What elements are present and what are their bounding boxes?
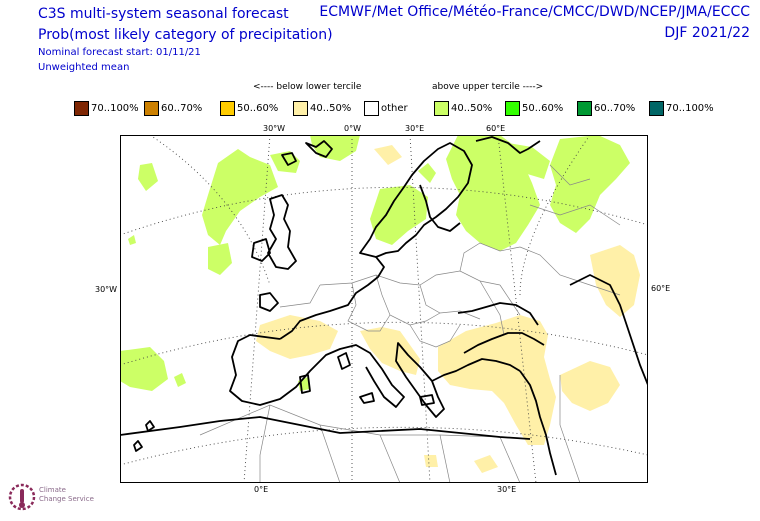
below-tercile-40-50-areas (256, 145, 640, 473)
legend-label: 70..100% (666, 102, 714, 114)
legend-item: 40..50% (434, 100, 492, 116)
legend-item: other (364, 100, 408, 116)
graticule (120, 135, 648, 483)
legend-swatch (74, 100, 89, 116)
top-tick-label: 60°E (486, 124, 506, 133)
below-tercile-label: <---- below lower tercile (253, 82, 362, 92)
legend-label: 50..60% (237, 102, 279, 114)
season-label: DJF 2021/22 (664, 25, 750, 41)
top-tick-label: 30°E (405, 124, 425, 133)
legend-swatch (505, 100, 520, 116)
top-tick-label: 30°W (263, 124, 286, 133)
legend-item: 50..60% (505, 100, 563, 116)
above-tercile-40-50-areas (120, 135, 630, 391)
legend-label: 70..100% (91, 102, 139, 114)
above-tercile-label: above upper tercile ----> (432, 82, 544, 92)
bottom-tick-label: 0°E (254, 485, 269, 494)
legend-label: 60..70% (161, 102, 203, 114)
contributing-centres: ECMWF/Met Office/Météo-France/CMCC/DWD/N… (319, 4, 750, 20)
legend-swatch (649, 100, 664, 116)
legend-item: 70..100% (74, 100, 139, 116)
logo-text-line-1: Climate (39, 486, 66, 494)
legend-label: 40..50% (310, 102, 352, 114)
legend-label: 50..60% (522, 102, 564, 114)
legend-item: 60..70% (577, 100, 635, 116)
legend-swatch (577, 100, 592, 116)
right-tick-label: 60°E (651, 284, 671, 293)
map-frame (120, 135, 648, 483)
country-borders (199, 164, 621, 483)
legend-item: 50..60% (220, 100, 278, 116)
legend-swatch (144, 100, 159, 116)
legend-item: 70..100% (649, 100, 714, 116)
title-line-1: C3S multi-system seasonal forecast (38, 6, 289, 22)
legend-label: 60..70% (594, 102, 636, 114)
copernicus-climate-logo (8, 483, 36, 511)
bottom-tick-label: 30°E (497, 485, 517, 494)
weighting-label: Unweighted mean (38, 62, 130, 73)
left-tick-label: 30°W (95, 285, 118, 294)
top-tick-label: 0°W (344, 124, 361, 133)
nominal-start-label: Nominal forecast start: 01/11/21 (38, 47, 201, 58)
legend-swatch (434, 100, 449, 116)
legend-label: other (381, 102, 408, 114)
forecast-map (120, 135, 648, 483)
legend-swatch (220, 100, 235, 116)
legend-swatch (364, 100, 379, 116)
logo-text: Climate Change Service (39, 486, 109, 504)
logo-text-line-2: Change Service (39, 495, 94, 503)
legend-item: 60..70% (144, 100, 202, 116)
coastlines (120, 136, 648, 476)
title-line-2: Prob(most likely category of precipitati… (38, 27, 333, 43)
legend-swatch (293, 100, 308, 116)
legend-label: 40..50% (451, 102, 493, 114)
legend-item: 40..50% (293, 100, 351, 116)
